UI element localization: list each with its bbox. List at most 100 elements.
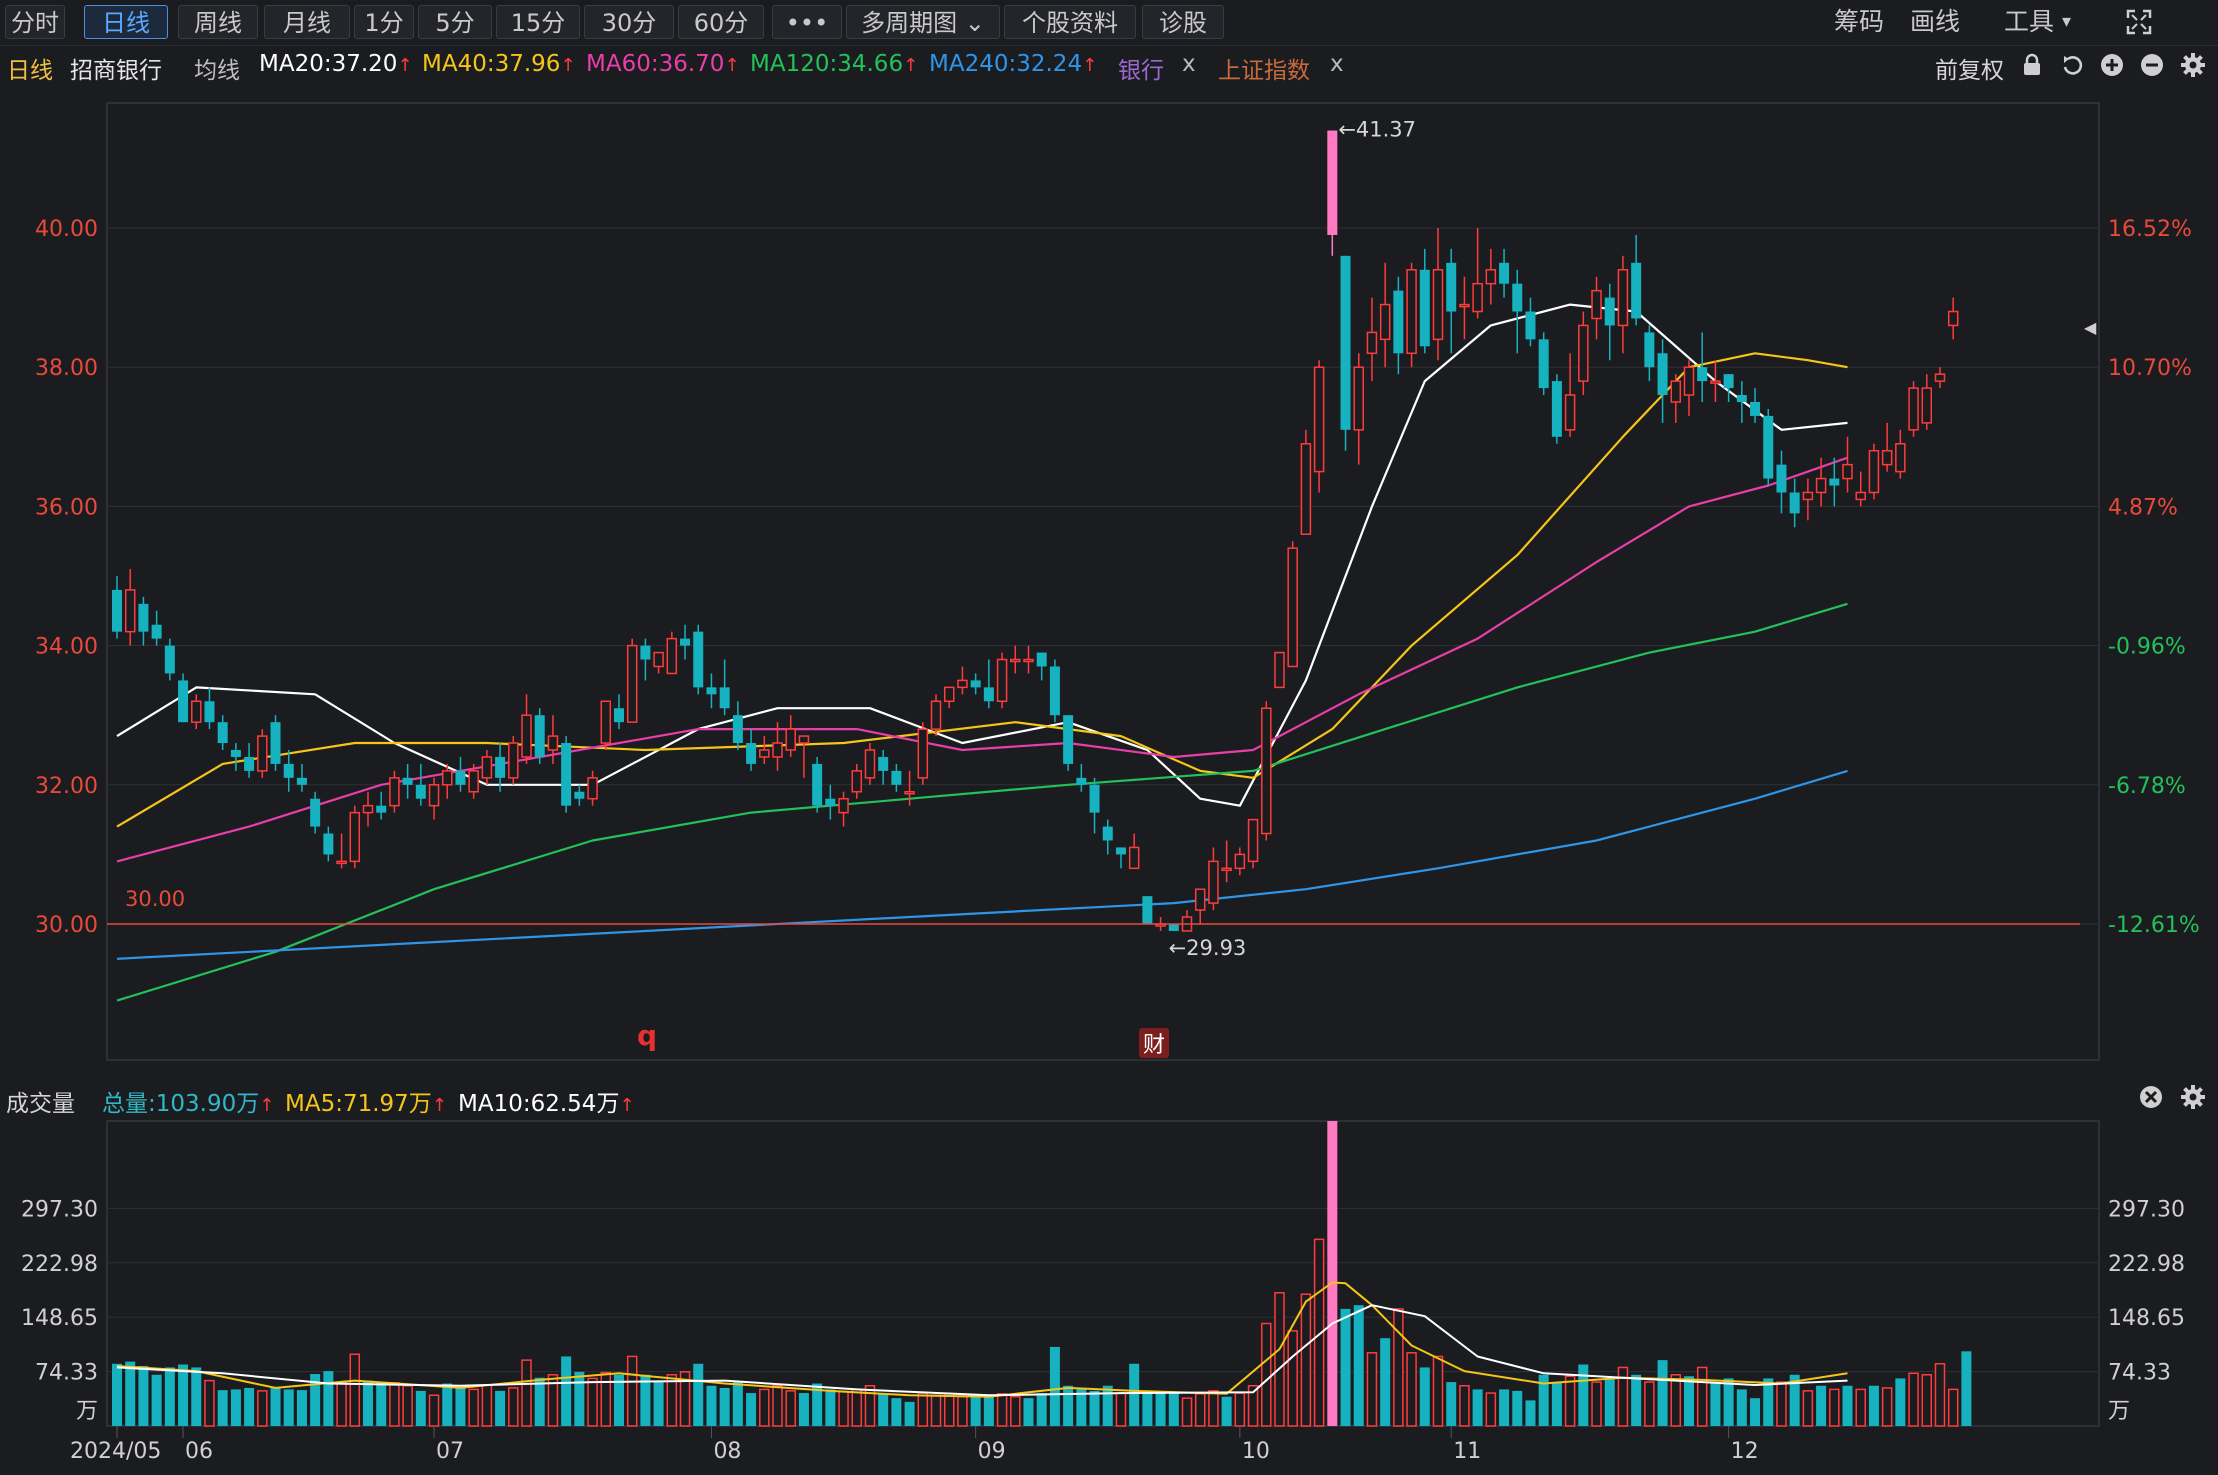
volume-bar-49 (759, 1388, 770, 1427)
period-button-4[interactable]: 1分 (354, 5, 414, 39)
volume-bar-27 (468, 1388, 479, 1427)
candle-body-76 (1115, 847, 1126, 855)
volume-bar-41 (653, 1382, 664, 1426)
volume-bar-67 (996, 1393, 1008, 1427)
date-label-11: 11 (1453, 1439, 1481, 1464)
period-button-1[interactable]: 日线 (84, 5, 168, 39)
volume-bar-82 (1194, 1393, 1206, 1427)
event-cai-badge[interactable] (1139, 1028, 1169, 1058)
volume-bar-47 (732, 1382, 743, 1426)
candle-body-31 (521, 714, 532, 758)
candle-body-65 (970, 680, 981, 688)
volume-bar-100 (1432, 1355, 1444, 1427)
period-button-12[interactable]: 诊股 (1142, 5, 1224, 39)
volume-bar-111 (1578, 1364, 1589, 1426)
volume-bar-101 (1446, 1382, 1457, 1426)
candle-body-3 (151, 624, 162, 639)
adjust-button[interactable]: 前复权 (1935, 58, 2004, 84)
candle-body-69 (1023, 658, 1034, 663)
volume-bar-129 (1816, 1385, 1827, 1426)
candle-body-1 (124, 589, 136, 633)
chevron-down-icon[interactable]: ▾ (2062, 11, 2072, 32)
ma-info-bar: 日线 招商银行 均线 MA20:37.20↑ MA40:37.96↑ MA60:… (0, 46, 2218, 84)
price-panel-frame (106, 102, 2100, 1061)
candle-body-120 (1697, 367, 1708, 382)
event-q-marker[interactable]: q (637, 1019, 657, 1052)
volume-ma-line-ma10 (116, 1304, 1848, 1397)
lock-icon[interactable] (2021, 53, 2043, 83)
date-label-08: 08 (713, 1439, 741, 1464)
ma-line-ma240 (116, 769, 1848, 960)
volume-bar-124 (1750, 1398, 1761, 1426)
candle-body-42 (666, 637, 678, 675)
volume-ma-line-ma5 (116, 1281, 1848, 1398)
volume-bar-14 (296, 1390, 307, 1426)
candle-body-35 (574, 791, 585, 799)
period-button-5[interactable]: 5分 (418, 5, 492, 39)
ma60-text: MA60:36.70 (586, 51, 725, 77)
candle-body-39 (626, 644, 638, 723)
volume-bar-116 (1644, 1381, 1655, 1427)
volume-bar-46 (719, 1387, 730, 1426)
zoom-in-icon[interactable] (2100, 53, 2124, 83)
period-button-0[interactable]: 分时 (5, 5, 65, 39)
volume-bar-136 (1908, 1372, 1919, 1427)
candle-body-0 (112, 589, 122, 632)
candle-body-58 (878, 756, 889, 771)
volume-bar-19 (362, 1380, 373, 1426)
settings-gear-icon[interactable] (2180, 52, 2206, 84)
chips-button[interactable]: 筹码 (1834, 7, 1885, 36)
candle-body-130 (1829, 478, 1840, 486)
candle-body-117 (1657, 353, 1668, 396)
period-button-10[interactable]: 多周期图 ⌄ (846, 5, 1000, 39)
volume-bar-43 (679, 1371, 691, 1427)
date-axis: 2024/05 06 07 08 09 10 11 12 (70, 1426, 1759, 1464)
candle-body-89 (1287, 547, 1298, 668)
candle-body-87 (1261, 707, 1272, 835)
candle-body-21 (389, 777, 400, 807)
volume-bar-112 (1591, 1381, 1602, 1427)
volume-bar-20 (376, 1382, 387, 1426)
price-tick-34-00: 34.00 (35, 635, 98, 660)
change-tick-10-70: 10.70% (2108, 356, 2192, 381)
fullscreen-icon[interactable] (2126, 9, 2152, 39)
volume-title: 成交量 (6, 1091, 75, 1117)
zoom-out-icon[interactable] (2140, 53, 2164, 83)
volume-bar-121 (1710, 1382, 1721, 1426)
close-overlay-sse-icon[interactable]: x (1330, 51, 1344, 77)
period-button-11[interactable]: 个股资料 (1004, 5, 1136, 39)
draw-line-button[interactable]: 画线 (1910, 7, 1961, 36)
volume-bar-83 (1208, 1390, 1219, 1427)
period-label: 日线 (7, 58, 53, 84)
volume-bar-32 (534, 1377, 545, 1426)
candle-body-138 (1934, 373, 1946, 382)
overlay-bank[interactable]: 银行 (1118, 58, 1164, 84)
candle-body-62 (930, 700, 942, 730)
volume-bar-12 (270, 1387, 281, 1426)
change-tick-16-52: 16.52% (2108, 217, 2192, 242)
volume-bar-60 (904, 1401, 915, 1426)
close-overlay-bank-icon[interactable]: x (1182, 51, 1196, 77)
volume-tick-222-98: 222.98 (21, 1252, 98, 1277)
period-button-6[interactable]: 15分 (496, 5, 580, 39)
volume-bar-58 (878, 1393, 889, 1426)
undo-icon[interactable] (2061, 53, 2085, 83)
period-button-3[interactable]: 月线 (264, 5, 350, 39)
period-button-2[interactable]: 周线 (178, 5, 258, 39)
candle-body-28 (481, 756, 493, 779)
period-button-9[interactable]: ••• (772, 5, 842, 39)
volume-total-text: 总量:103.90万 (102, 1091, 260, 1117)
volume-settings-gear-icon[interactable] (2180, 1084, 2206, 1116)
period-button-7[interactable]: 30分 (584, 5, 674, 39)
volume-bar-96 (1380, 1338, 1391, 1426)
overlay-sse-index[interactable]: 上证指数 (1218, 58, 1310, 84)
close-volume-icon[interactable] (2139, 1085, 2163, 1115)
tools-menu-button[interactable]: 工具 (2004, 7, 2055, 36)
volume-tick-right-74-33: 74.33 (2108, 1361, 2171, 1386)
volume-bar-50 (772, 1384, 783, 1427)
candle-body-109 (1551, 381, 1562, 437)
date-label-12: 12 (1731, 1439, 1759, 1464)
price-tick-38-00: 38.00 (35, 356, 98, 381)
period-button-8[interactable]: 60分 (678, 5, 764, 39)
